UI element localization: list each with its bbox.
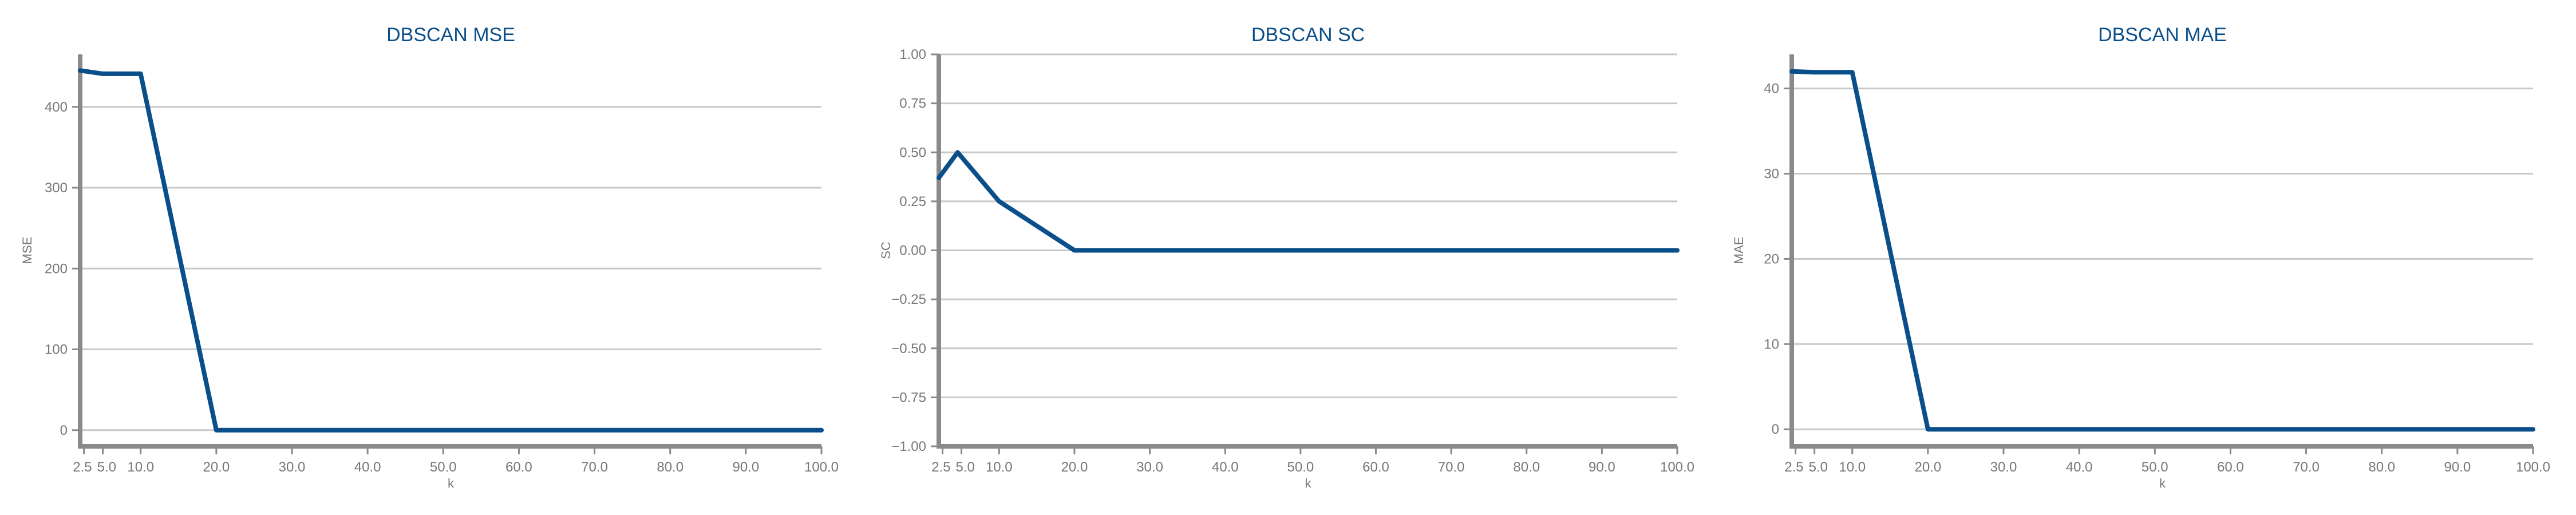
x-tick-label: 20.0 — [1914, 459, 1941, 475]
y-axis-label: MAE — [1732, 237, 1746, 264]
y-tick-label: 0.75 — [899, 96, 926, 112]
x-tick-label: 5.0 — [97, 459, 116, 475]
y-tick-label: 1.00 — [899, 47, 926, 62]
x-tick-label: 80.0 — [1513, 459, 1540, 475]
x-tick-label: 30.0 — [1136, 459, 1163, 475]
x-tick-label: 5.0 — [955, 459, 974, 475]
chart-title: DBSCAN MSE — [386, 24, 515, 46]
x-tick-label: 100.0 — [1660, 459, 1694, 475]
x-tick-label: 40.0 — [1212, 459, 1239, 475]
series-line — [78, 68, 824, 433]
x-tick-label: 60.0 — [505, 459, 532, 475]
x-tick-label: 20.0 — [1061, 459, 1088, 475]
x-tick-label: 70.0 — [2293, 459, 2320, 475]
x-tick-label: 10.0 — [986, 459, 1013, 475]
x-tick-label: 50.0 — [1287, 459, 1314, 475]
x-axis-label: k — [448, 476, 455, 490]
x-tick-label: 5.0 — [1809, 459, 1828, 475]
y-tick-label: 20 — [1764, 251, 1779, 267]
series-line — [1789, 69, 2535, 432]
y-tick-label: 300 — [45, 180, 68, 196]
x-tick-label: 80.0 — [2368, 459, 2395, 475]
x-tick-label: 100.0 — [2516, 459, 2550, 475]
y-tick-label: 30 — [1764, 166, 1779, 181]
x-axis-label: k — [1305, 476, 1312, 490]
y-tick-label: 0.00 — [899, 243, 926, 259]
x-tick-label: 2.5 — [1784, 459, 1803, 475]
y-tick-label: −1.00 — [891, 439, 926, 454]
x-tick-label: 40.0 — [354, 459, 381, 475]
x-tick-label: 10.0 — [1839, 459, 1866, 475]
y-tick-label: −0.50 — [891, 341, 926, 356]
x-tick-label: 40.0 — [2066, 459, 2093, 475]
chart-mse: 0 100 200 300 400 2.5 5.0 10.0 20.0 30.0 40.0 50.0 6… — [20, 24, 839, 490]
x-tick-label: 80.0 — [657, 459, 683, 475]
x-tick-label: 20.0 — [203, 459, 230, 475]
y-tick-label: 40 — [1764, 81, 1779, 97]
x-tick-label: 100.0 — [804, 459, 839, 475]
y-tick-label: 0.25 — [899, 194, 926, 209]
x-tick-label: 10.0 — [127, 459, 154, 475]
x-tick-label: 70.0 — [581, 459, 608, 475]
series-line — [937, 150, 1680, 253]
chart-mae: 0 10 20 30 40 2.5 5.0 10.0 20.0 30.0 40.0 50.0 60.0 7… — [1732, 24, 2550, 490]
x-tick-label: 60.0 — [2217, 459, 2244, 475]
x-tick-label: 90.0 — [1589, 459, 1615, 475]
x-tick-label: 2.5 — [931, 459, 950, 475]
x-tick-label: 50.0 — [430, 459, 457, 475]
x-tick-label: 30.0 — [279, 459, 306, 475]
y-tick-label: 0.50 — [899, 145, 926, 160]
y-tick-label: 0 — [1772, 422, 1779, 437]
chart-title: DBSCAN MAE — [2098, 24, 2227, 46]
x-tick-label: 60.0 — [1362, 459, 1389, 475]
y-tick-label: 400 — [45, 100, 68, 115]
y-tick-label: 200 — [45, 261, 68, 276]
y-tick-label: 10 — [1764, 336, 1779, 352]
x-tick-label: 50.0 — [2142, 459, 2168, 475]
x-tick-label: 30.0 — [1990, 459, 2017, 475]
chart-sc: −1.00 −0.75 −0.50 −0.25 0.00 0.25 0.50 0.75 1.00… — [879, 24, 1694, 490]
x-tick-label: 2.5 — [73, 459, 92, 475]
chart-title: DBSCAN SC — [1251, 24, 1365, 46]
y-tick-label: −0.75 — [891, 390, 926, 405]
y-tick-label: −0.25 — [891, 292, 926, 307]
y-axis-label: MSE — [20, 237, 34, 264]
x-tick-label: 90.0 — [2444, 459, 2471, 475]
y-axis-label: SC — [879, 241, 893, 259]
x-axis-label: k — [2159, 476, 2166, 490]
x-tick-label: 90.0 — [732, 459, 759, 475]
y-tick-label: 100 — [45, 342, 68, 358]
x-tick-label: 70.0 — [1438, 459, 1465, 475]
y-tick-label: 0 — [60, 423, 68, 438]
